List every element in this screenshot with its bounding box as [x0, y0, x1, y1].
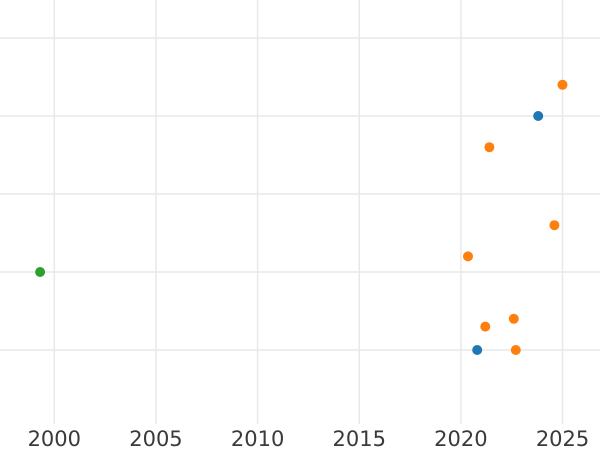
gridlines: [0, 0, 600, 424]
data-point: [508, 313, 519, 324]
data-point: [480, 321, 491, 332]
orange-series: [463, 79, 568, 355]
data-point: [472, 345, 483, 355]
data-point: [549, 220, 560, 231]
blue-series: [472, 111, 544, 355]
x-tick-label: 2000: [28, 427, 81, 450]
x-tick-label: 2020: [434, 427, 487, 450]
x-tick-label: 2010: [231, 427, 284, 450]
data-point: [533, 111, 544, 121]
x-tick-label: 2015: [333, 427, 386, 450]
data-point: [510, 345, 521, 355]
x-tick-label: 2025: [536, 427, 589, 450]
data-point: [484, 142, 495, 153]
data-point: [557, 79, 568, 90]
x-axis-tick-labels: 2000 2005 2010 2015 2020 2025: [28, 427, 590, 450]
data-point: [35, 267, 46, 277]
data-point: [463, 251, 473, 262]
x-tick-label: 2005: [129, 427, 182, 450]
green-series: [35, 267, 46, 277]
